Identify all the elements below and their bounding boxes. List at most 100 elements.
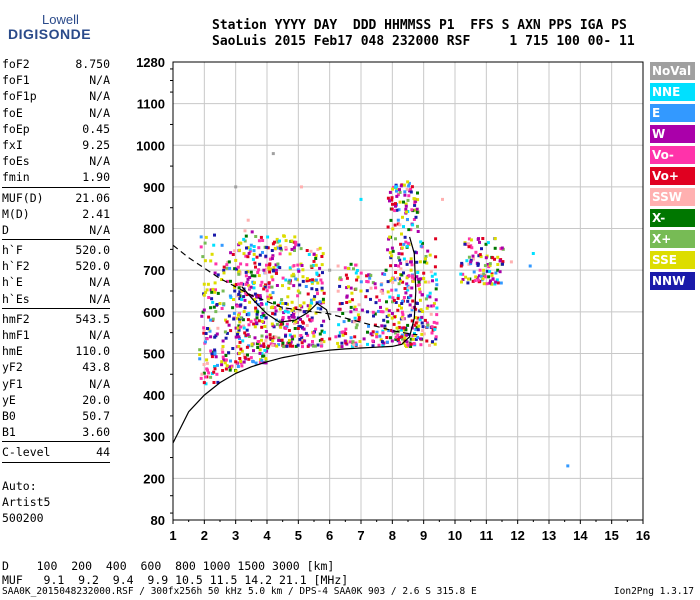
echo-pixel (253, 297, 257, 301)
echo-pixel (311, 331, 315, 335)
echo-pixel (198, 353, 202, 357)
echo-pixel (318, 246, 322, 250)
echo-pixel (245, 345, 249, 349)
plot-frame (172, 61, 644, 521)
echo-pixel (266, 295, 270, 299)
echo-pixel (396, 222, 400, 226)
echo-pixel (435, 321, 439, 325)
echo-pixel (313, 295, 317, 299)
echo-pixel (228, 368, 232, 372)
echo-pixel (403, 235, 407, 239)
echo-pixel (238, 337, 241, 340)
echo-pixel (263, 285, 267, 289)
echo-pixel (278, 252, 282, 256)
echo-pixel (406, 323, 410, 327)
echo-pixel (211, 287, 215, 291)
echo-pixel (247, 335, 251, 338)
echo-pixel (476, 278, 480, 282)
echo-pixel (381, 272, 385, 276)
echo-pixel (223, 361, 227, 365)
echo-pixel (315, 288, 319, 292)
echo-pixel (391, 280, 395, 284)
echo-pixel (237, 282, 241, 286)
echo-pixel (271, 324, 275, 328)
echo-pixel (399, 184, 403, 188)
echo-pixel (256, 346, 260, 349)
echo-pixel (417, 283, 421, 286)
echo-pixel (463, 242, 467, 246)
echo-pixel (320, 255, 324, 258)
echo-pixel (252, 349, 255, 353)
echo-pixel (288, 278, 292, 282)
echo-pixel (299, 334, 303, 337)
echo-pixel (426, 323, 430, 327)
echo-pixel (415, 207, 419, 211)
echo-point-ssw (509, 260, 513, 264)
echo-point-nne (531, 252, 535, 255)
echo-pixel (229, 279, 232, 283)
echo-point-vo (375, 335, 379, 339)
param-value: 3.60 (82, 425, 110, 440)
echo-pixel (298, 337, 302, 341)
echo-pixel (265, 349, 269, 353)
echo-pixel (406, 180, 410, 184)
echo-pixel (300, 341, 304, 345)
echo-pixel (213, 233, 216, 237)
curve-trace-dashed (172, 244, 418, 336)
echo-pixel (469, 238, 473, 242)
file-info-line: SAA0K_2015048232000.RSF / 300fx256h 50 k… (2, 586, 477, 597)
echo-pixel (224, 354, 228, 357)
echo-pixel (413, 203, 417, 207)
echo-pixel (425, 306, 429, 310)
echo-pixel (261, 239, 265, 242)
echo-pixel (339, 278, 343, 282)
echo-pixel (488, 262, 492, 266)
echo-pixel (400, 232, 403, 236)
echo-pixel (273, 301, 276, 305)
echo-pixel (407, 274, 411, 278)
echo-pixel (397, 321, 401, 325)
echo-pixel (292, 246, 296, 250)
echo-pixel (421, 329, 425, 333)
echo-pixel (386, 320, 390, 324)
echo-pixel (270, 285, 274, 289)
echo-pixel (430, 304, 434, 308)
echo-pixel (294, 344, 298, 348)
x-tick-label: 1 (169, 528, 176, 543)
echo-pixel (426, 304, 430, 308)
echo-pixel (344, 327, 348, 331)
echo-pixel (360, 308, 364, 312)
echo-pixel (398, 277, 401, 281)
param-label: hmF1 (2, 328, 30, 342)
echo-pixel (260, 358, 264, 362)
echo-pixel (410, 275, 414, 279)
echo-pixel (249, 285, 253, 289)
echo-pixel (244, 333, 248, 337)
echo-pixel (496, 268, 500, 272)
echo-pixel (234, 369, 238, 373)
echo-pixel (400, 306, 403, 310)
echo-pixel (210, 252, 214, 256)
echo-pixel (221, 345, 225, 348)
echo-pixel (205, 288, 209, 292)
echo-pixel (394, 185, 398, 189)
echo-pixel (254, 265, 257, 269)
echo-pixel (435, 313, 439, 317)
echo-pixel (398, 258, 402, 262)
echo-pixel (298, 324, 302, 328)
echo-pixel (233, 285, 237, 289)
echo-pixel (397, 282, 401, 286)
param-row-hme: hmE 110.0 (2, 343, 110, 359)
echo-pixel (391, 296, 395, 300)
echo-pixel (392, 298, 396, 302)
echo-pixel (242, 360, 246, 364)
echo-pixel (399, 242, 403, 246)
echo-pixel (293, 235, 297, 239)
echo-pixel (243, 229, 247, 233)
echo-pixel (390, 254, 394, 258)
echo-pixel (224, 318, 228, 322)
echo-pixel (410, 263, 414, 267)
echo-pixel (304, 285, 308, 288)
echo-pixel (394, 301, 398, 304)
echo-pixel (386, 196, 390, 200)
